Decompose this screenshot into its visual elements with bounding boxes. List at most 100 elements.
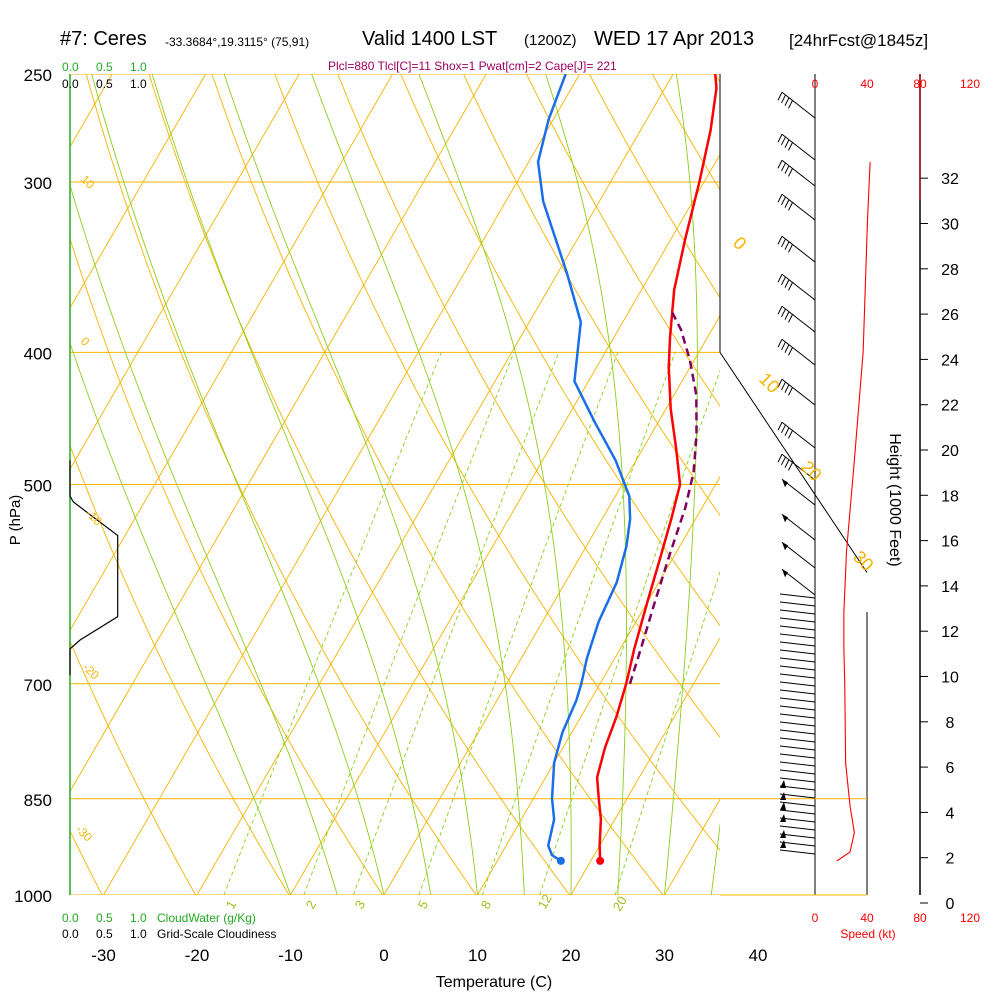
barb-tick xyxy=(784,344,790,353)
speed-axis-label: Speed (kt) xyxy=(840,927,895,941)
dry-adiabat-line xyxy=(400,74,720,627)
barb-staff xyxy=(781,338,816,366)
mixing-ratio-label: 2 xyxy=(303,898,320,912)
barb-tick xyxy=(788,387,793,396)
speed-tick-bottom: 80 xyxy=(913,911,927,925)
surface-dewpoint-dot xyxy=(556,856,565,865)
pressure-tick-label: 400 xyxy=(24,344,52,363)
height-tick-label: 20 xyxy=(941,443,959,460)
speed-tick-top: 80 xyxy=(913,77,927,91)
wind-barb-upper xyxy=(777,305,816,333)
dry-adiabat-line xyxy=(70,237,383,895)
wind-barb-lower xyxy=(779,649,816,655)
wind-barb-lower xyxy=(779,849,816,855)
barb-staff xyxy=(781,421,816,449)
cloudiness-tick-top: 0.5 xyxy=(96,77,113,91)
isotherm-line xyxy=(290,153,720,895)
wind-barb-lower xyxy=(779,697,816,703)
barb-flag xyxy=(782,542,788,551)
height-tick-label: 24 xyxy=(941,352,959,369)
dry-adiabat-label: 30 xyxy=(849,547,877,575)
forecast-label: [24hrFcst@1845z] xyxy=(789,31,929,50)
dry-adiabat-line xyxy=(274,74,720,851)
wind-barb-lower xyxy=(779,665,816,671)
mixing-ratio-label: 1 xyxy=(223,898,240,912)
wind-barb-lower xyxy=(779,833,816,839)
parcel-profile xyxy=(628,311,698,685)
wind-barb-flag-lower xyxy=(780,840,786,848)
dry-adiabat-line xyxy=(337,74,720,738)
wind-barb-upper xyxy=(777,378,816,406)
moist-adiabat-line xyxy=(418,74,572,895)
dry-adiabat-line xyxy=(826,50,1000,895)
mixing-ratio-label: 5 xyxy=(415,898,432,912)
moist-adiabat-line xyxy=(545,74,627,895)
barb-tick xyxy=(777,379,783,388)
wind-barb-lower xyxy=(779,641,816,647)
dry-adiabat-line xyxy=(70,640,196,895)
wind-barb-flag xyxy=(781,568,816,596)
barb-tick xyxy=(784,384,790,393)
barb-tick xyxy=(788,168,793,177)
speed-tick-bottom: 0 xyxy=(812,911,819,925)
wind-barb-lower xyxy=(779,721,816,727)
dry-adiabat-line xyxy=(85,74,477,895)
height-tick-label: 4 xyxy=(946,805,955,822)
barb-staff xyxy=(781,513,816,541)
barb-staff xyxy=(781,378,816,406)
barb-tick xyxy=(781,456,786,466)
isotherm-line xyxy=(70,74,207,309)
height-tick-label: 0 xyxy=(946,896,955,913)
wind-barb-upper xyxy=(777,133,816,161)
barb-tick xyxy=(781,94,786,104)
wind-barb-lower xyxy=(779,705,816,711)
speed-tick-top: 40 xyxy=(860,77,874,91)
pressure-tick-label: 500 xyxy=(24,477,52,496)
cloudwater-tick-top: 1.0 xyxy=(130,60,147,74)
mixing-ratio-label: 12 xyxy=(535,891,555,911)
moist-adiabat-line xyxy=(710,822,720,895)
cloudiness-tick-top: 1.0 xyxy=(130,77,147,91)
wind-barb-lower xyxy=(779,825,816,831)
moist-adiabat-line xyxy=(70,183,338,895)
mixing-ratio-line xyxy=(418,352,619,895)
wind-barb-upper xyxy=(777,193,816,221)
wind-barb-upper xyxy=(777,235,816,263)
barb-tick xyxy=(781,381,786,391)
dry-adiabat-label: -30 xyxy=(73,822,95,844)
wind-barb-lower xyxy=(779,633,816,639)
barb-tick xyxy=(781,238,786,248)
barb-tick xyxy=(781,276,786,286)
wind-barb-lower xyxy=(779,817,816,823)
mixing-ratio-line xyxy=(481,352,676,895)
barb-flag xyxy=(782,479,788,488)
height-tick-label: 2 xyxy=(946,851,955,868)
isotherm-line xyxy=(570,637,720,895)
dry-adiabat-line xyxy=(588,74,720,299)
isotherm-line xyxy=(196,74,674,895)
wind-barb-lower xyxy=(779,601,816,607)
cloudwater-tick-bottom: 0.5 xyxy=(96,911,113,925)
barb-tick xyxy=(784,199,790,208)
height-tick-label: 14 xyxy=(941,579,959,596)
moist-adiabat-line xyxy=(91,74,385,895)
height-axis-label: Height (1000 Feet) xyxy=(886,433,903,566)
pressure-tick-label: 1000 xyxy=(14,887,52,906)
dry-adiabat-label: 0 xyxy=(729,233,750,254)
mixing-ratio-line xyxy=(539,369,720,895)
height-tick-label: 30 xyxy=(941,217,959,234)
isotherm-line xyxy=(70,74,300,471)
barb-tick xyxy=(788,282,793,291)
valid-zulu: (1200Z) xyxy=(524,32,577,49)
wind-barb-lower xyxy=(779,681,816,687)
barb-tick xyxy=(781,308,786,318)
cloudiness-tick-bottom: 0.0 xyxy=(62,927,79,941)
height-tick-label: 12 xyxy=(941,624,959,641)
barb-staff xyxy=(781,478,816,506)
wind-barb-lower xyxy=(779,745,816,751)
height-tick-label: 32 xyxy=(941,171,959,188)
barb-tick xyxy=(784,241,790,250)
wind-barb-lower xyxy=(779,841,816,847)
temperature-profile xyxy=(595,74,718,861)
moist-adiabat-line xyxy=(223,74,478,895)
